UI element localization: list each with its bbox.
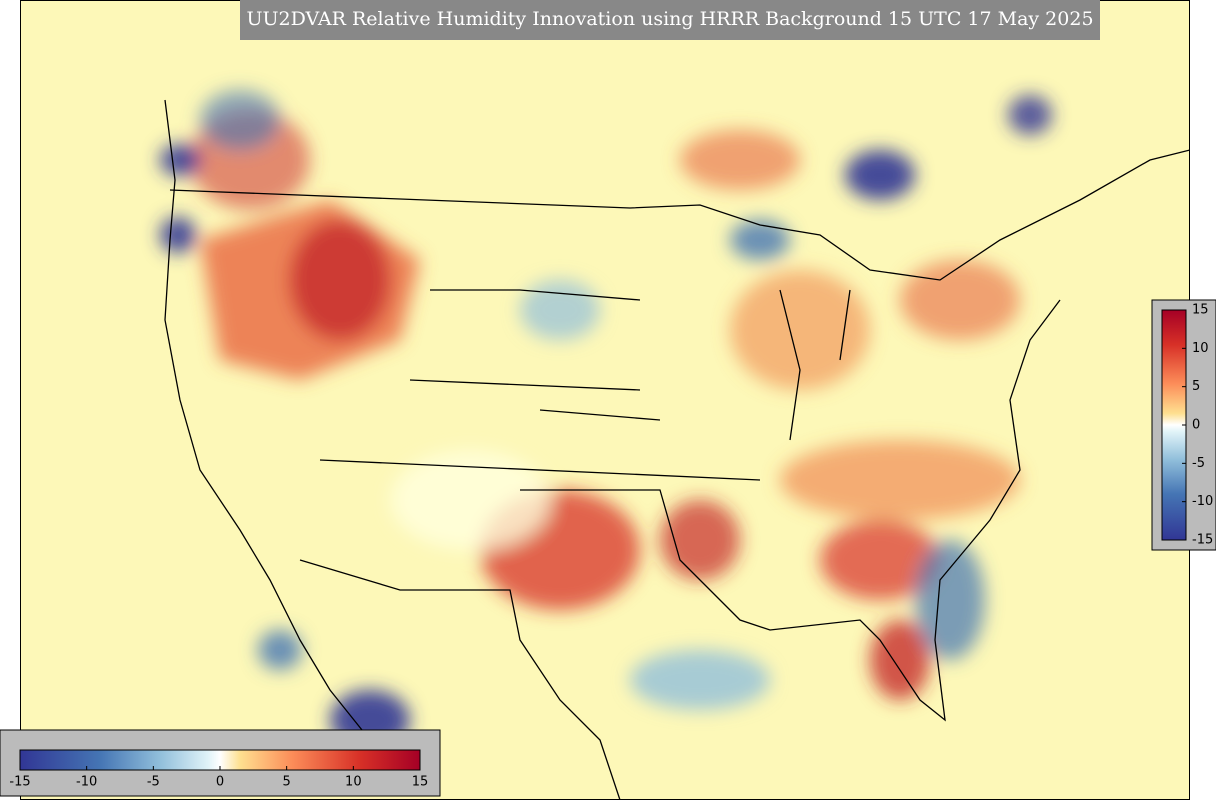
colorbar-tick-label: 5 [1192,379,1200,394]
colorbar-tick-label: 10 [1192,341,1209,356]
colorbar-tick-label: -15 [9,775,30,790]
colorbar-tick-label: -5 [1192,456,1205,471]
colorbar-tick-label: 10 [345,775,362,790]
colorbar-tick-label: 0 [1192,418,1200,433]
map [20,0,1190,800]
colorbar-tick-label: 15 [412,775,429,790]
colorbar-tick-label: -5 [147,775,160,790]
colorbar-tick-label: -15 [1192,533,1213,548]
colorbar-tick-label: 0 [216,775,224,790]
title-box [240,0,1100,40]
boundaries [164,99,1190,800]
colorbar-tick-label: 15 [1192,303,1209,318]
title: UU2DVAR Relative Humidity Innovation usi… [246,8,1093,30]
colorbar-tick-label: -10 [76,775,97,790]
colorbar-tick-label: -10 [1192,494,1213,509]
colorbar-tick-label: 5 [283,775,291,790]
